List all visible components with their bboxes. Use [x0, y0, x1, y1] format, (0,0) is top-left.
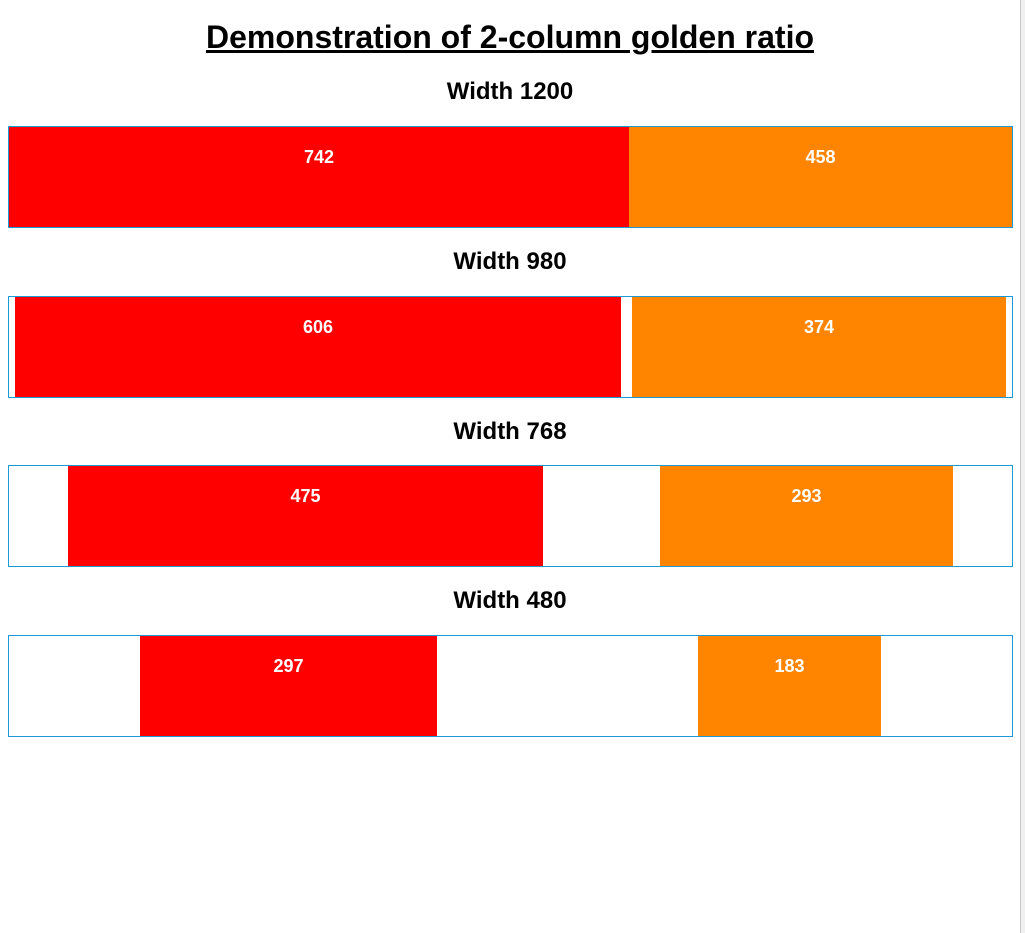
demo-frame-width-768: 475 293 — [8, 465, 1013, 567]
demo-frame-width-980: 606 374 — [8, 296, 1013, 398]
section-heading-width-480: Width 480 — [453, 587, 567, 614]
section-heading-width-768: Width 768 — [453, 418, 567, 445]
primary-column: 742 — [9, 127, 629, 227]
section-heading-width-1200: Width 1200 — [446, 78, 574, 105]
window-edge — [1020, 0, 1025, 933]
page-title: Demonstration of 2-column golden ratio — [205, 19, 814, 55]
secondary-column: 374 — [632, 297, 1006, 397]
demo-frame-width-480: 297 183 — [8, 635, 1013, 737]
primary-column: 606 — [15, 297, 621, 397]
primary-column: 475 — [68, 466, 543, 566]
primary-column: 297 — [140, 636, 437, 736]
secondary-column: 458 — [629, 127, 1012, 227]
demo-frame-width-1200: 742 458 — [8, 126, 1013, 228]
secondary-column: 183 — [698, 636, 881, 736]
section-heading-width-980: Width 980 — [453, 248, 567, 275]
secondary-column: 293 — [660, 466, 953, 566]
